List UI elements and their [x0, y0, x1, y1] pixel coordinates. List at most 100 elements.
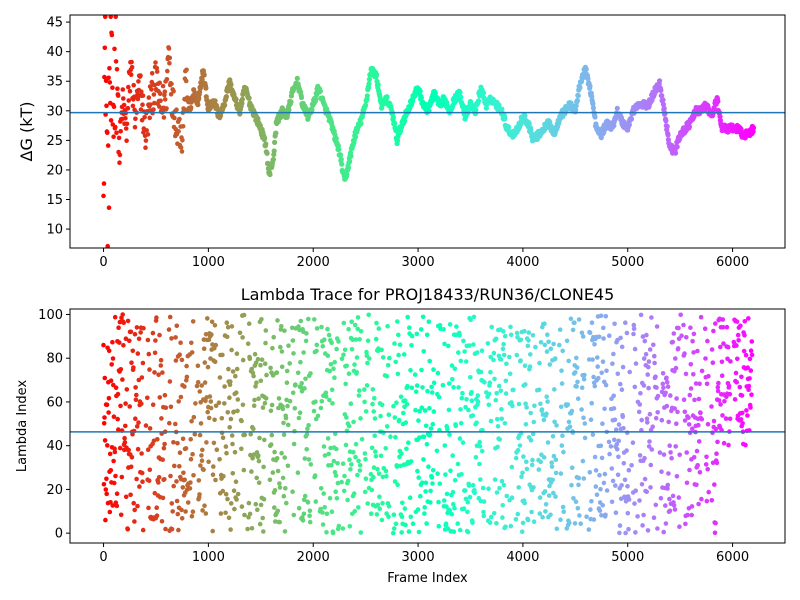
lambda-point	[667, 508, 673, 514]
lambda-point	[478, 477, 483, 482]
lambda-point	[494, 490, 500, 495]
lambda-point	[486, 402, 492, 408]
lambda-point	[320, 344, 326, 349]
lambda-point	[241, 467, 247, 473]
lambda-point	[627, 369, 632, 375]
lambda-point	[539, 407, 545, 412]
lambda-point	[188, 480, 193, 485]
lambda-point	[456, 350, 461, 355]
lambda-point	[655, 526, 660, 531]
lambda-point	[453, 423, 459, 429]
lambda-point	[123, 423, 128, 429]
lambda-point	[225, 324, 231, 330]
lambda-point	[323, 394, 329, 399]
lambda-point	[314, 342, 320, 348]
lambda-point	[458, 420, 464, 426]
lambda-point	[683, 521, 688, 527]
lambda-point	[720, 317, 726, 322]
lambda-point	[736, 338, 741, 343]
lambda-point	[271, 334, 277, 340]
lambda-panel: Lambda Trace for PROJ18433/RUN36/CLONE45…	[15, 285, 786, 586]
lambda-point	[552, 419, 557, 425]
lambda-point	[107, 451, 113, 457]
lambda-point	[182, 477, 187, 483]
lambda-point	[120, 377, 125, 382]
lambda-point	[614, 446, 620, 452]
lambda-point	[377, 506, 383, 512]
lambda-point	[224, 450, 229, 456]
dg-point	[133, 116, 138, 122]
lambda-point	[404, 402, 410, 407]
lambda-point	[305, 500, 311, 505]
lambda-point	[157, 332, 162, 338]
lambda-point	[410, 521, 416, 526]
lambda-point	[478, 498, 484, 504]
lambda-point	[196, 478, 202, 483]
lambda-point	[241, 312, 247, 318]
lambda-point	[328, 445, 333, 451]
lambda-point	[746, 387, 751, 393]
lambda-point	[549, 460, 554, 466]
lambda-point	[216, 400, 222, 406]
lambda-point	[475, 393, 481, 398]
lambda-point	[270, 373, 276, 378]
lambda-point	[604, 488, 610, 493]
lambda-point	[620, 414, 626, 420]
lambda-point	[673, 356, 678, 361]
lambda-point	[176, 527, 181, 533]
lambda-point	[659, 469, 664, 475]
lambda-point	[408, 368, 413, 373]
lambda-point	[542, 342, 548, 348]
lambda-point	[197, 492, 202, 497]
lambda-point	[183, 446, 189, 451]
lambda-point	[253, 384, 258, 389]
lambda-point	[520, 470, 525, 476]
dg-point	[473, 107, 479, 113]
lambda-point	[133, 416, 138, 422]
lambda-point	[480, 485, 486, 491]
lambda-point	[229, 433, 235, 438]
lambda-point	[108, 378, 114, 384]
lambda-point	[229, 324, 235, 329]
lambda-point	[198, 463, 203, 468]
lambda-point	[336, 339, 341, 344]
lambda-point	[248, 431, 253, 437]
lambda-point	[255, 453, 261, 458]
lambda-point	[560, 504, 566, 510]
lambda-point	[287, 361, 293, 366]
lambda-point	[663, 521, 669, 526]
lambda-point	[222, 384, 227, 389]
lambda-point	[538, 401, 543, 407]
lambda-point	[206, 415, 212, 421]
lambda-point	[133, 385, 138, 390]
dg-point	[142, 115, 147, 120]
lambda-point	[601, 480, 607, 486]
lambda-point	[351, 491, 357, 496]
lambda-point	[516, 401, 522, 407]
dg-point	[375, 82, 381, 88]
lambda-point	[581, 376, 587, 382]
lambda-point	[232, 506, 237, 512]
lambda-point	[239, 504, 245, 509]
dg-point	[101, 193, 106, 199]
lambda-point	[576, 475, 582, 481]
lambda-point	[655, 393, 661, 399]
lambda-point	[622, 477, 628, 483]
dg-point	[146, 95, 152, 100]
y-tick-label: 0	[55, 527, 63, 542]
lambda-point	[292, 406, 298, 411]
lambda-point	[653, 502, 659, 508]
x-tick-label: 4000	[506, 550, 539, 565]
lambda-point	[104, 476, 109, 482]
lambda-point	[169, 526, 175, 532]
dg-point	[151, 107, 156, 112]
lambda-point	[704, 454, 709, 460]
lambda-point	[501, 352, 507, 358]
lambda-point	[499, 407, 504, 412]
lambda-point	[473, 455, 479, 460]
lambda-point	[548, 346, 554, 352]
lambda-point	[101, 421, 107, 426]
lambda-point	[595, 364, 600, 369]
lambda-point	[670, 339, 676, 345]
lambda-point	[722, 399, 727, 404]
